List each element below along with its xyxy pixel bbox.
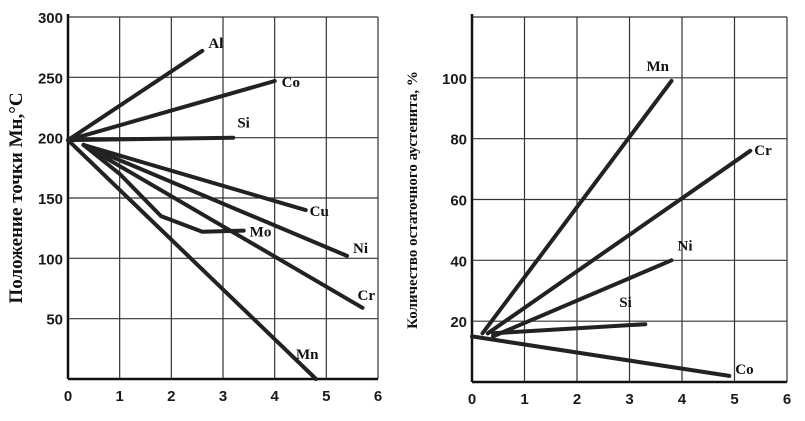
- series-label-cu: Cu: [310, 204, 329, 220]
- series-line-cu: [81, 142, 308, 213]
- series-label-mn: Mn: [296, 347, 319, 363]
- series-label-ni: Ni: [678, 238, 693, 254]
- series-line-co: [66, 79, 277, 143]
- x-tick-label: 2: [167, 388, 175, 405]
- series-line-mn: [66, 138, 318, 381]
- y-tick-label: 80: [450, 132, 467, 149]
- x-tick-label: 3: [625, 391, 633, 408]
- series-line-mn: [480, 78, 674, 336]
- y-tick-label: 100: [442, 71, 467, 88]
- y-tick-label: 150: [38, 191, 63, 208]
- y-tick-label: 200: [38, 131, 63, 148]
- y-tick-label: 40: [450, 253, 467, 270]
- x-tick-label: 0: [468, 391, 476, 408]
- x-tick-label: 1: [115, 388, 123, 405]
- y-tick-label: 60: [450, 193, 467, 210]
- y-axis-label: Количество остаточного аустенита, %: [405, 71, 421, 329]
- y-tick-label: 50: [46, 312, 63, 329]
- x-tick-label: 4: [270, 388, 279, 405]
- series-label-co: Co: [282, 75, 300, 91]
- x-tick-label: 5: [730, 391, 738, 408]
- series-label-mo: Mo: [250, 225, 272, 241]
- x-tick-label: 1: [520, 391, 528, 408]
- x-tick-label: 3: [219, 388, 227, 405]
- series-label-al: Al: [208, 36, 223, 52]
- series-line-ni: [491, 258, 674, 339]
- series-line-mo: [81, 142, 246, 234]
- x-tick-label: 6: [783, 391, 791, 408]
- series-line-cr: [485, 148, 753, 336]
- series-label-si: Si: [237, 116, 250, 132]
- x-tick-label: 4: [678, 391, 687, 408]
- x-tick-label: 0: [64, 388, 72, 405]
- series-line-si: [491, 322, 648, 336]
- series-label-si: Si: [619, 295, 632, 311]
- y-tick-label: 300: [38, 10, 63, 27]
- series-label-cr: Cr: [754, 143, 772, 159]
- series-label-mn: Mn: [647, 59, 670, 75]
- y-tick-label: 250: [38, 70, 63, 87]
- series-line-al: [66, 48, 205, 143]
- series-line-co: [470, 334, 732, 378]
- series-label-co: Co: [735, 362, 753, 378]
- y-axis-label: Положение точки Мн,°C: [6, 92, 27, 303]
- x-tick-label: 6: [374, 388, 382, 405]
- series-line-cr: [81, 142, 365, 310]
- series-line-si: [66, 135, 236, 143]
- series-label-cr: Cr: [358, 288, 376, 304]
- series-label-ni: Ni: [353, 241, 368, 257]
- y-tick-label: 20: [450, 314, 467, 331]
- series-line-ni: [81, 142, 349, 258]
- x-tick-label: 2: [573, 391, 581, 408]
- y-tick-label: 100: [38, 251, 63, 268]
- x-tick-label: 5: [322, 388, 330, 405]
